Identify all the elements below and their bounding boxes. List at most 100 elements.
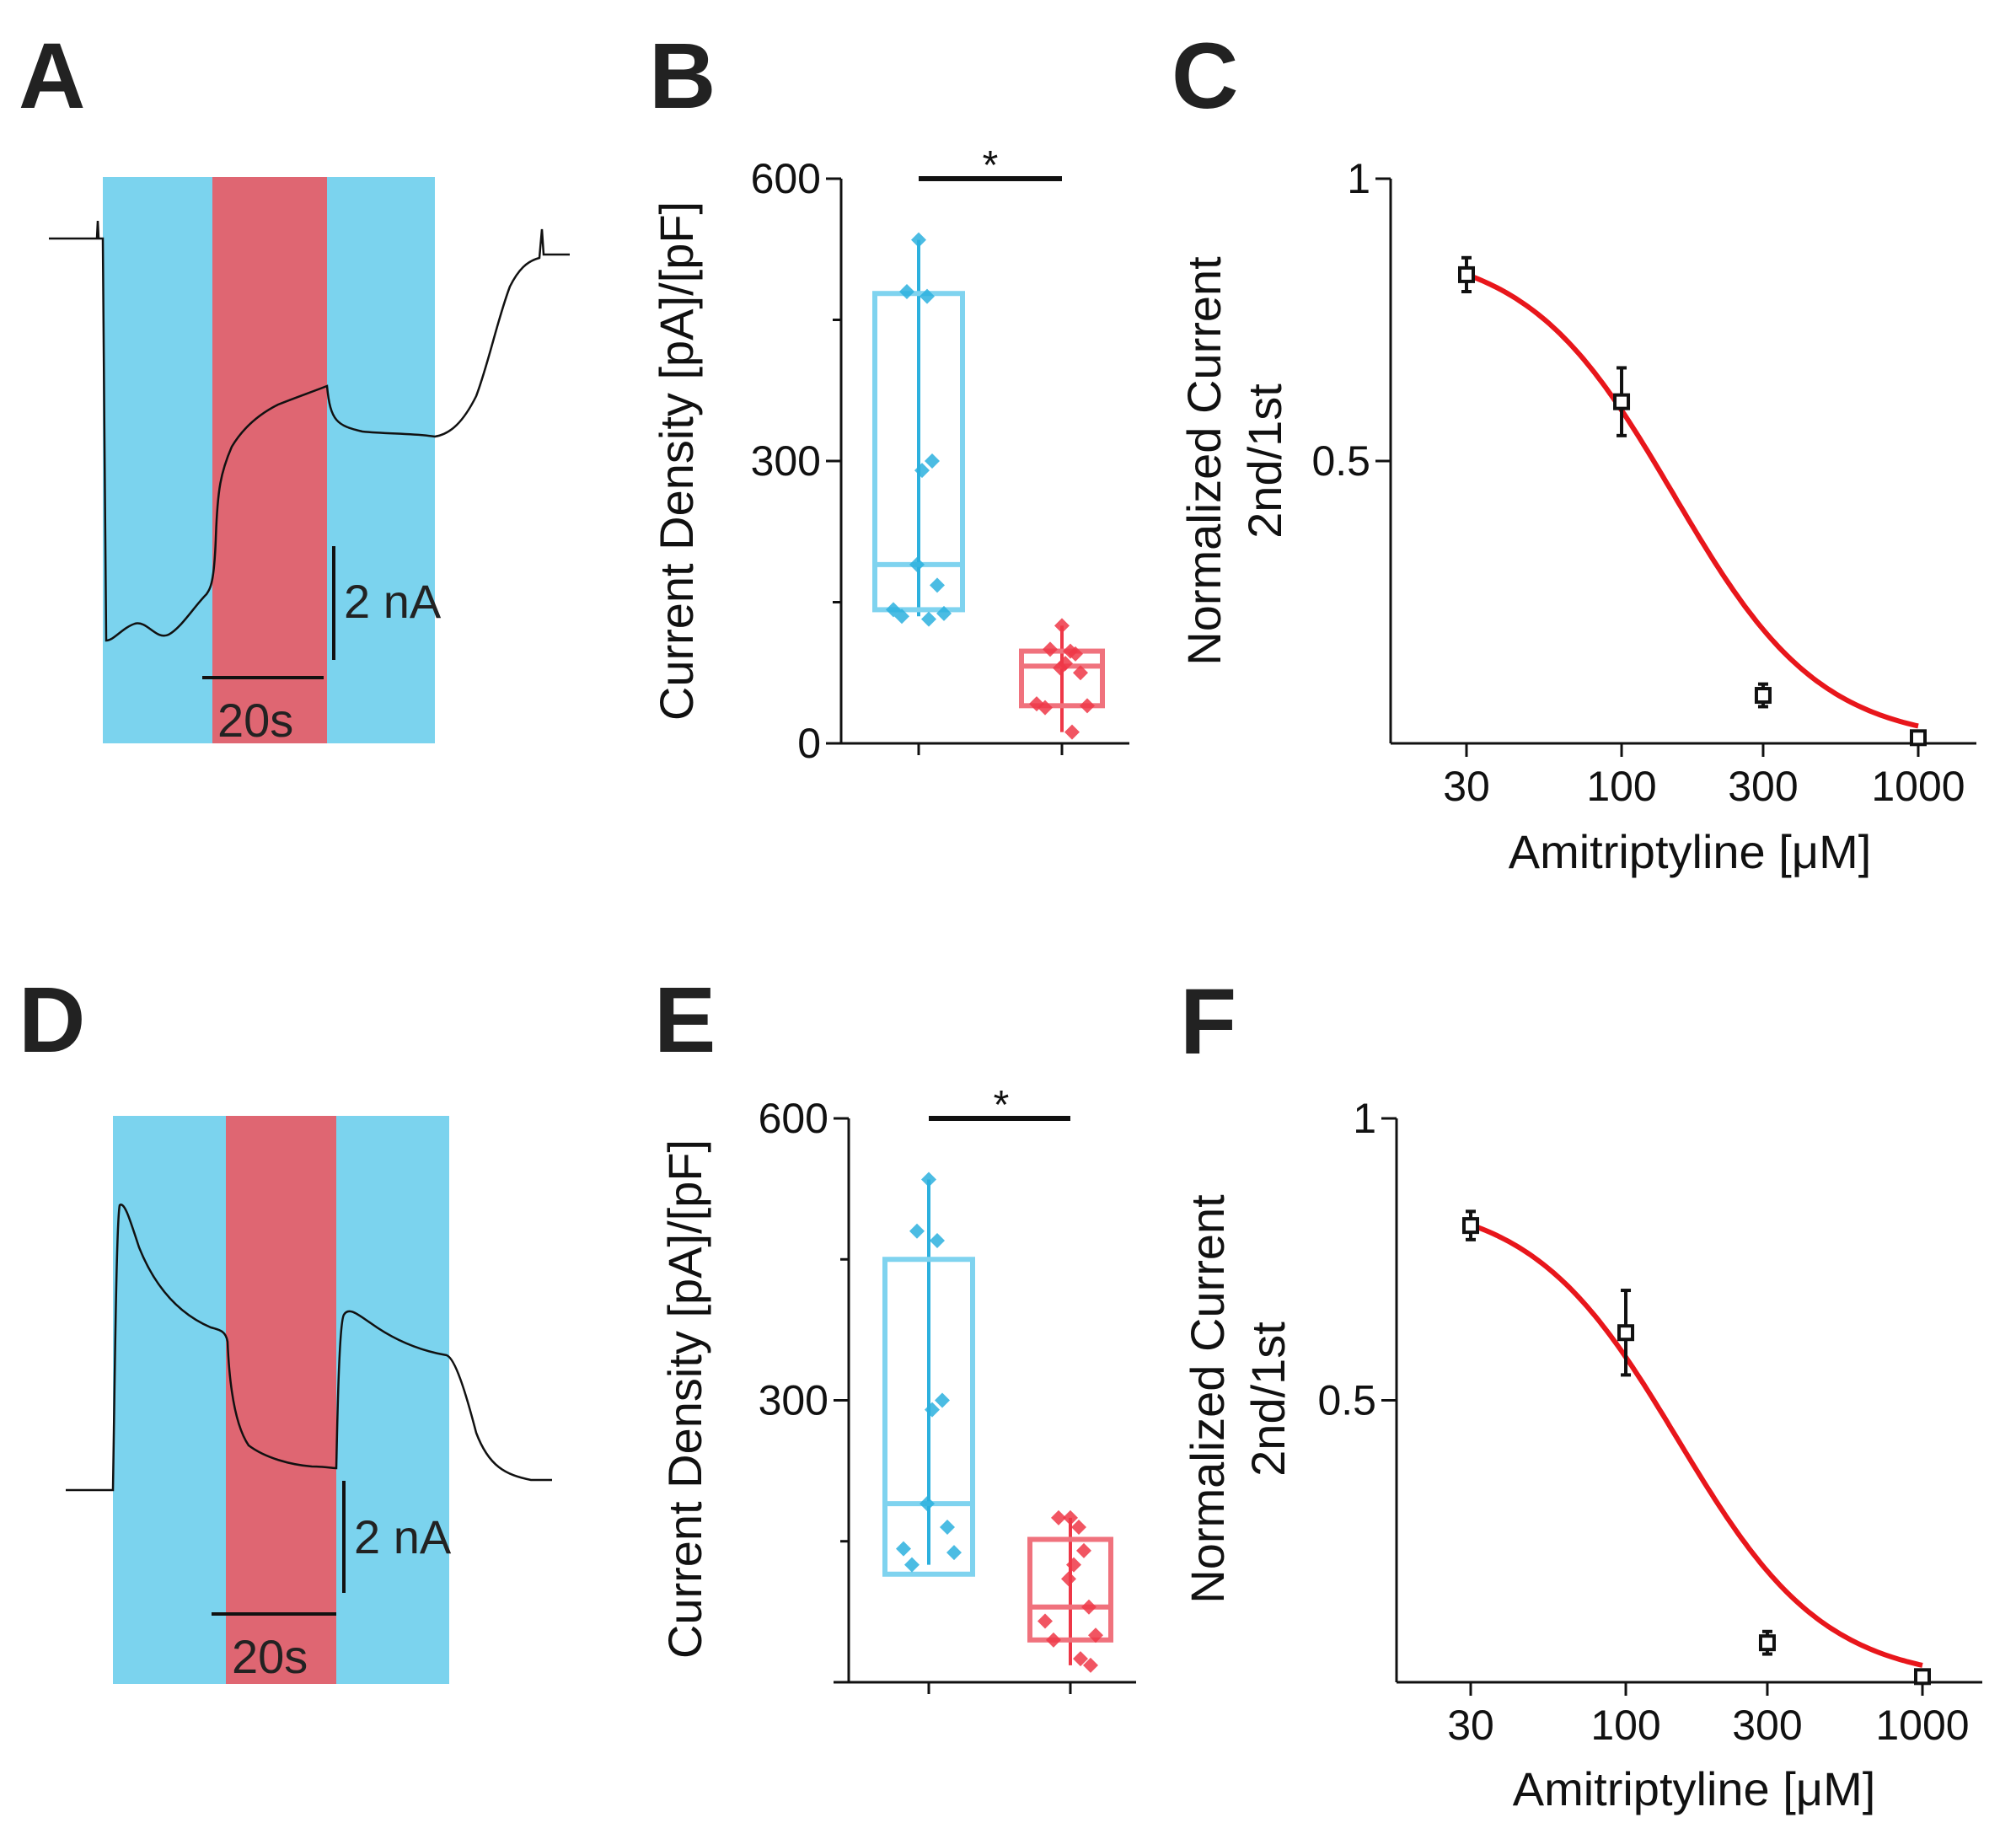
data-point-red bbox=[1063, 1509, 1078, 1525]
data-point-blue bbox=[909, 1223, 925, 1239]
data-point-red bbox=[1083, 1657, 1098, 1673]
y-axis-label-line2: 2nd/1st bbox=[1241, 1322, 1295, 1477]
data-point-red bbox=[1043, 641, 1058, 657]
y-tick-label: 600 bbox=[759, 1095, 828, 1142]
data-point-blue bbox=[921, 1171, 936, 1188]
data-point bbox=[1617, 1324, 1635, 1342]
blue-region-left bbox=[103, 177, 212, 743]
y-tick-label: 600 bbox=[751, 155, 821, 202]
panel-e: E Current Density [pA]/[pF] * 300 600 bbox=[654, 968, 1136, 1694]
tick-labels: 0.5 1 30 100 300 1000 bbox=[1311, 155, 1965, 810]
x-tick-label: 1000 bbox=[1871, 763, 1965, 810]
data-point-red bbox=[1037, 700, 1053, 716]
data-point bbox=[1914, 1668, 1931, 1686]
y-tick-label: 0.5 bbox=[1317, 1377, 1376, 1424]
panel-f: F Normalized Current 2nd/1st Amitriptyli… bbox=[1180, 970, 1982, 1815]
y-axis-label: Current Density [pA]/[pF] bbox=[658, 1139, 711, 1659]
data-point-blue bbox=[920, 288, 935, 304]
data-point-red bbox=[1088, 1627, 1103, 1643]
data-point-red bbox=[1071, 1520, 1086, 1536]
data-point-red bbox=[1051, 1509, 1066, 1525]
panel-b: B Current Density [pA]/[pF] * 0 300 600 bbox=[649, 24, 1129, 767]
data-point-blue bbox=[896, 1541, 911, 1557]
y-tick-labels: 300 600 bbox=[759, 1095, 828, 1424]
x-tick-label: 300 bbox=[1732, 1702, 1802, 1749]
current-trace bbox=[49, 220, 570, 642]
x-tick-label: 1000 bbox=[1875, 1702, 1969, 1749]
data-point-blue bbox=[930, 1232, 945, 1248]
panel-label-a: A bbox=[19, 24, 85, 128]
data-point-red bbox=[1081, 1599, 1096, 1615]
box-red bbox=[1019, 648, 1105, 709]
red-region bbox=[226, 1116, 336, 1684]
box-blue bbox=[882, 1257, 975, 1577]
panel-a: A 2 nA 20s bbox=[19, 24, 570, 747]
panel-label-b: B bbox=[649, 24, 716, 128]
data-point-blue bbox=[921, 611, 936, 627]
data-point-red bbox=[1037, 1613, 1053, 1629]
data-point-blue bbox=[911, 232, 926, 248]
data-point-blue bbox=[904, 1557, 920, 1573]
scale-label-time: 20s bbox=[232, 1630, 308, 1683]
panel-label-e: E bbox=[654, 968, 716, 1072]
x-tick-label: 100 bbox=[1586, 763, 1656, 810]
x-axis-label: Amitriptyline [μM] bbox=[1513, 1762, 1876, 1815]
scale-label-current: 2 nA bbox=[354, 1510, 452, 1563]
y-tick-label: 1 bbox=[1347, 155, 1370, 202]
data-point-blue bbox=[894, 609, 909, 625]
data-point-blue bbox=[946, 1545, 962, 1561]
data-point-blue bbox=[899, 284, 914, 299]
data-point-red bbox=[1068, 646, 1083, 662]
x-tick-label: 30 bbox=[1443, 763, 1490, 810]
data-point-red bbox=[1073, 1651, 1088, 1667]
x-axis-label: Amitriptyline [μM] bbox=[1509, 825, 1872, 878]
data-point-blue bbox=[925, 453, 940, 469]
data-point bbox=[1758, 1634, 1776, 1652]
data-point-red bbox=[1073, 665, 1088, 681]
data-point-red bbox=[1076, 1542, 1091, 1558]
box-red bbox=[1027, 1536, 1113, 1643]
box-blue bbox=[872, 291, 965, 613]
current-trace bbox=[66, 1204, 552, 1492]
panel-c: C Normalized Current 2nd/1st Amitriptyli… bbox=[1172, 24, 1976, 878]
panel-d: D 2 nA 20s bbox=[19, 968, 552, 1684]
panel-label-f: F bbox=[1180, 970, 1236, 1074]
chart-marks bbox=[1381, 1117, 1982, 1696]
data-point-red bbox=[1066, 1557, 1081, 1573]
y-tick-label: 300 bbox=[759, 1377, 828, 1424]
data-point-blue bbox=[920, 1496, 935, 1512]
red-region bbox=[212, 177, 327, 743]
significance-star: * bbox=[994, 1083, 1010, 1128]
data-point-red bbox=[1054, 618, 1070, 634]
blue-region-right bbox=[336, 1116, 449, 1684]
y-tick-label: 1 bbox=[1353, 1095, 1376, 1142]
chart-marks bbox=[826, 176, 1129, 755]
scale-label-current: 2 nA bbox=[344, 575, 442, 628]
x-tick-label: 300 bbox=[1728, 763, 1798, 810]
data-point-blue bbox=[936, 605, 952, 621]
chart-marks bbox=[834, 1116, 1136, 1694]
fit-curve bbox=[1465, 271, 1919, 729]
blue-region-left bbox=[113, 1116, 226, 1684]
y-axis-label-line1: Normalized Current bbox=[1181, 1194, 1234, 1604]
y-axis-label-line1: Normalized Current bbox=[1177, 256, 1231, 666]
scale-label-time: 20s bbox=[217, 694, 293, 747]
data-point bbox=[1458, 265, 1475, 283]
data-point-red bbox=[1080, 698, 1095, 714]
data-point bbox=[1910, 729, 1927, 747]
data-point-blue bbox=[935, 1392, 950, 1408]
panel-label-d: D bbox=[19, 968, 85, 1072]
x-tick-label: 100 bbox=[1590, 1702, 1660, 1749]
y-tick-label: 0.5 bbox=[1311, 437, 1370, 485]
panel-label-c: C bbox=[1172, 24, 1238, 128]
data-point-blue bbox=[930, 577, 945, 593]
data-point-red bbox=[1064, 724, 1080, 740]
chart-marks bbox=[1375, 177, 1976, 757]
fit-curve bbox=[1469, 1222, 1923, 1668]
data-point-red bbox=[1046, 1632, 1061, 1648]
y-axis-label-line2: 2nd/1st bbox=[1238, 383, 1291, 539]
data-point-red bbox=[1053, 660, 1068, 676]
data-point-blue bbox=[914, 463, 930, 479]
y-tick-label: 0 bbox=[797, 720, 821, 767]
data-point-red bbox=[1061, 1571, 1076, 1587]
